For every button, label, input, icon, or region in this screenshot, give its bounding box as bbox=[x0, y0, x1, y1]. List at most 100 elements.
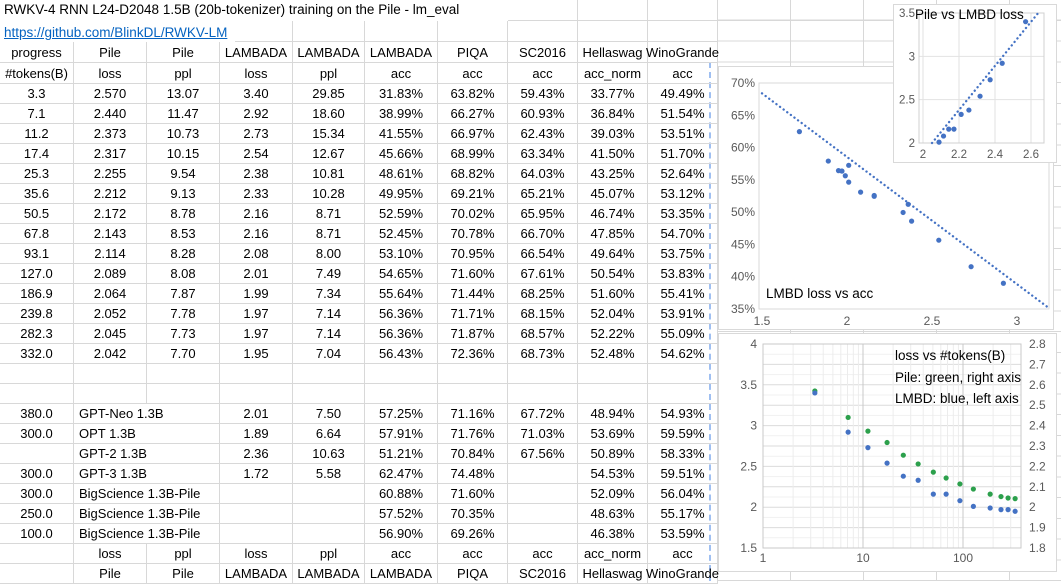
cell[interactable]: 57.91% bbox=[365, 424, 438, 444]
cell[interactable]: acc bbox=[648, 63, 718, 84]
cell[interactable]: 332.0 bbox=[0, 344, 74, 364]
cell[interactable]: 2.373 bbox=[74, 124, 147, 144]
cell[interactable]: 52.04% bbox=[578, 304, 648, 324]
cell[interactable] bbox=[74, 384, 147, 404]
cell[interactable]: 52.48% bbox=[578, 344, 648, 364]
cell[interactable]: 300.0 bbox=[0, 424, 74, 444]
cell[interactable]: acc bbox=[508, 63, 578, 84]
cell[interactable]: 72.36% bbox=[438, 344, 508, 364]
cell[interactable]: 65.95% bbox=[508, 204, 578, 224]
cell[interactable]: 50.54% bbox=[578, 264, 648, 284]
cell[interactable]: loss bbox=[74, 544, 147, 564]
cell[interactable]: 2.01 bbox=[220, 264, 293, 284]
cell[interactable]: Hellaswag bbox=[578, 564, 648, 584]
cell[interactable]: 55.17% bbox=[648, 504, 718, 524]
cell[interactable]: 35.6 bbox=[0, 184, 74, 204]
cell[interactable]: 69.21% bbox=[438, 184, 508, 204]
cell[interactable]: 56.43% bbox=[365, 344, 438, 364]
cell[interactable] bbox=[293, 21, 365, 42]
cell[interactable]: 53.51% bbox=[648, 124, 718, 144]
cell[interactable]: 45.07% bbox=[578, 184, 648, 204]
cell[interactable]: 2.317 bbox=[74, 144, 147, 164]
cell[interactable]: 7.14 bbox=[293, 304, 365, 324]
cell[interactable]: 67.56% bbox=[508, 444, 578, 464]
cell[interactable]: 8.00 bbox=[293, 244, 365, 264]
cell[interactable]: 186.9 bbox=[0, 284, 74, 304]
cell[interactable]: Pile bbox=[147, 564, 220, 584]
cell[interactable]: 7.49 bbox=[293, 264, 365, 284]
cell[interactable]: SC2016 bbox=[508, 564, 578, 584]
cell[interactable]: 59.43% bbox=[508, 84, 578, 104]
cell[interactable]: 3.3 bbox=[0, 84, 74, 104]
cell[interactable]: 67.72% bbox=[508, 404, 578, 424]
cell[interactable]: loss bbox=[220, 63, 293, 84]
cell[interactable]: 25.3 bbox=[0, 164, 74, 184]
cell[interactable]: BigScience 1.3B-Pile bbox=[74, 504, 220, 524]
cell[interactable]: 70.35% bbox=[438, 504, 508, 524]
cell[interactable]: 68.57% bbox=[508, 324, 578, 344]
cell[interactable]: 1.89 bbox=[220, 424, 293, 444]
cell[interactable]: 2.08 bbox=[220, 244, 293, 264]
cell[interactable]: 63.82% bbox=[438, 84, 508, 104]
cell[interactable]: 52.64% bbox=[648, 164, 718, 184]
cell[interactable]: 53.12% bbox=[648, 184, 718, 204]
cell[interactable] bbox=[648, 21, 718, 42]
cell[interactable]: WinoGrande bbox=[646, 564, 719, 584]
cell[interactable]: 47.85% bbox=[578, 224, 648, 244]
cell[interactable]: 55.41% bbox=[648, 284, 718, 304]
cell[interactable]: 8.08 bbox=[147, 264, 220, 284]
cell[interactable] bbox=[578, 364, 648, 384]
cell[interactable]: 1.97 bbox=[220, 304, 293, 324]
cell[interactable]: 127.0 bbox=[0, 264, 74, 284]
cell[interactable]: 60.88% bbox=[365, 484, 438, 504]
cell[interactable]: OPT 1.3B bbox=[74, 424, 220, 444]
cell[interactable]: 69.26% bbox=[438, 524, 508, 544]
cell[interactable]: 39.03% bbox=[578, 124, 648, 144]
cell[interactable]: Pile bbox=[74, 564, 147, 584]
cell[interactable]: PIQA bbox=[438, 42, 508, 63]
cell[interactable]: 56.36% bbox=[365, 304, 438, 324]
cell[interactable] bbox=[438, 21, 508, 42]
cell[interactable]: 49.95% bbox=[365, 184, 438, 204]
cell[interactable]: 300.0 bbox=[0, 484, 74, 504]
cell[interactable]: 66.70% bbox=[508, 224, 578, 244]
cell[interactable]: acc bbox=[365, 544, 438, 564]
cell[interactable]: 53.10% bbox=[365, 244, 438, 264]
cell[interactable]: 54.62% bbox=[648, 344, 718, 364]
cell[interactable]: 63.34% bbox=[508, 144, 578, 164]
cell[interactable]: 13.07 bbox=[147, 84, 220, 104]
cell[interactable]: LAMBADA bbox=[220, 42, 293, 63]
cell[interactable] bbox=[293, 484, 365, 504]
cell[interactable]: 1.95 bbox=[220, 344, 293, 364]
cell[interactable]: 2.114 bbox=[74, 244, 147, 264]
cell[interactable] bbox=[648, 0, 718, 21]
cell[interactable]: 250.0 bbox=[0, 504, 74, 524]
cell[interactable] bbox=[365, 21, 438, 42]
cell[interactable]: acc bbox=[508, 544, 578, 564]
cell[interactable]: acc bbox=[438, 63, 508, 84]
cell[interactable]: 48.94% bbox=[578, 404, 648, 424]
cell[interactable]: 7.50 bbox=[293, 404, 365, 424]
cell[interactable]: 2.143 bbox=[74, 224, 147, 244]
cell[interactable]: 56.90% bbox=[365, 524, 438, 544]
cell[interactable] bbox=[220, 384, 293, 404]
cell[interactable]: 66.97% bbox=[438, 124, 508, 144]
cell[interactable]: 71.03% bbox=[508, 424, 578, 444]
cell[interactable]: 33.77% bbox=[578, 84, 648, 104]
cell[interactable] bbox=[578, 21, 648, 42]
cell[interactable] bbox=[220, 484, 293, 504]
cell[interactable]: 2.16 bbox=[220, 224, 293, 244]
cell[interactable]: 6.64 bbox=[293, 424, 365, 444]
cell[interactable]: 2.212 bbox=[74, 184, 147, 204]
cell[interactable]: 46.74% bbox=[578, 204, 648, 224]
cell[interactable]: 58.33% bbox=[648, 444, 718, 464]
cell[interactable]: 8.71 bbox=[293, 224, 365, 244]
cell[interactable]: 7.34 bbox=[293, 284, 365, 304]
cell[interactable]: 59.51% bbox=[648, 464, 718, 484]
cell[interactable] bbox=[508, 384, 578, 404]
cell[interactable] bbox=[508, 484, 578, 504]
cell[interactable]: 3.40 bbox=[220, 84, 293, 104]
cell[interactable]: 7.1 bbox=[0, 104, 74, 124]
cell[interactable]: 29.85 bbox=[293, 84, 365, 104]
cell[interactable]: 10.73 bbox=[147, 124, 220, 144]
